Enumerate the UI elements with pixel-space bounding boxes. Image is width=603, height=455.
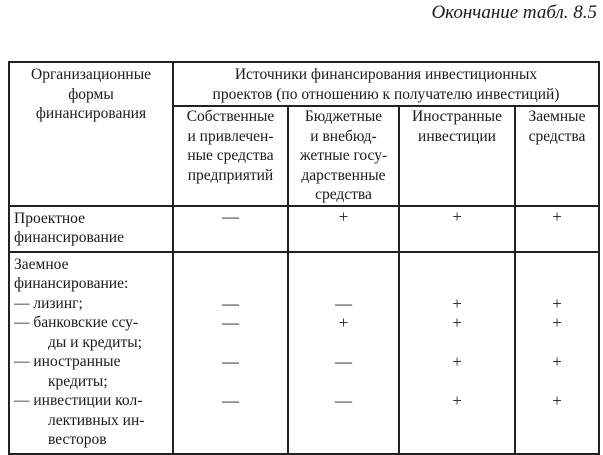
header-line: Собственные (186, 108, 275, 125)
header-line: ные средства (187, 147, 274, 164)
cell-value: — (287, 352, 400, 391)
row-label: — иностранные кредиты; (8, 352, 174, 391)
cell-value: + (398, 391, 516, 454)
table-row: Проектное финансирование — + + + (8, 204, 600, 252)
table-row: — лизинг; — — + + (8, 293, 600, 313)
cell-value: + (514, 204, 600, 252)
cell-value: + (398, 352, 516, 391)
cell-value: + (287, 313, 400, 352)
table-row: — инвестиции кол-лективных ин-весторов —… (8, 391, 600, 454)
cell-value: — (172, 352, 289, 391)
cell-value: + (514, 313, 600, 352)
header-line: Заемные (528, 108, 586, 125)
header-sources-group: Источники финансирования инвестиционных … (172, 62, 600, 106)
cell-value: + (398, 313, 516, 352)
header-line: дарственные (301, 166, 386, 184)
row-label: — банковские ссу-ды и кредиты; (8, 313, 174, 352)
cell-value: + (514, 293, 600, 313)
header-row: Организационные формы финансирования Ист… (8, 62, 600, 206)
header-own-funds: Собственные и привлечен- ные средства пр… (172, 105, 289, 206)
header-line: Бюджетные (304, 108, 383, 125)
row-label: Проектное финансирование (8, 204, 174, 252)
subheader-row: Собственные и привлечен- ные средства пр… (9, 105, 600, 206)
label-line: финансирование (14, 229, 124, 246)
loan-group-row: Заемное финансирование: (8, 250, 600, 294)
table-row: — иностранные кредиты; — — + + (8, 352, 600, 391)
financing-table: Организационные формы финансирования Ист… (8, 61, 600, 455)
header-line: проектов (по отношению к получателю инве… (212, 85, 560, 103)
cell-value: — (172, 293, 289, 313)
cell-value: — (172, 391, 289, 454)
cell-value: + (514, 352, 600, 391)
header-line: Организационные (31, 66, 151, 83)
cell-value: — (287, 391, 400, 454)
table-row: — банковские ссу-ды и кредиты; — + + + (8, 313, 600, 352)
header-line: и привлечен- (187, 127, 274, 145)
table-caption: Окончание табл. 8.5 (431, 2, 597, 23)
header-line: жетные госу- (299, 147, 388, 164)
label-line: лективных ин- (48, 411, 145, 429)
header-line: средства (528, 127, 586, 145)
header-line: формы (68, 85, 114, 103)
label-line: Проектное (14, 209, 85, 227)
header-line: и внебюд- (310, 127, 377, 145)
header-borrowed-funds: Заемные средства (514, 105, 600, 206)
header-line: средства (315, 186, 372, 203)
header-org-forms: Организационные формы финансирования (8, 62, 174, 206)
header-line: Иностранные (412, 108, 502, 125)
header-line: инвестиции (418, 127, 496, 145)
header-budget-funds: Бюджетные и внебюд- жетные госу- дарстве… (287, 105, 400, 206)
row-label: Заемное финансирование: (8, 250, 174, 294)
header-line: финансирования (35, 105, 147, 122)
label-line: — банковские ссу- (14, 314, 139, 331)
cell-value: + (287, 204, 400, 252)
cell-value: — (172, 313, 289, 352)
label-line: ды и кредиты; (48, 333, 142, 351)
label-line: Заемное (14, 255, 69, 273)
label-line: — лизинг; (14, 294, 83, 312)
cell-value: + (398, 293, 516, 313)
cell-value: — (172, 204, 289, 252)
header-foreign-investments: Иностранные инвестиции (398, 105, 516, 206)
label-line: — инвестиции кол- (14, 392, 143, 409)
label-line: — иностранные (14, 353, 121, 370)
row-label: — лизинг; (8, 293, 174, 313)
cell-value: + (514, 391, 600, 454)
row-label: — инвестиции кол-лективных ин-весторов (8, 391, 174, 454)
label-line: кредиты; (48, 372, 108, 390)
label-line: финансирование: (14, 275, 129, 292)
cell-value: — (287, 293, 400, 313)
header-line: Источники финансирования инвестиционных (234, 66, 538, 83)
header-line: предприятий (187, 166, 274, 184)
cell-value: + (398, 204, 516, 252)
